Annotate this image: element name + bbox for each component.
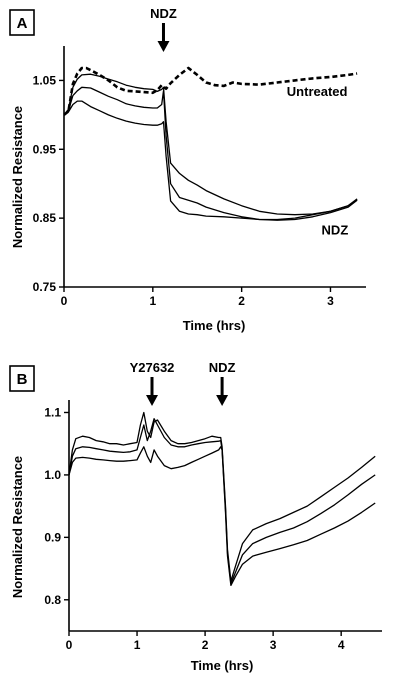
panel-a-x-tick-label: 1 — [149, 294, 156, 308]
panel-a-series-4 — [63, 100, 358, 221]
panel-b: B Normalized Resistance Time (hrs) 0 1 2 3 4… — [9, 360, 382, 673]
panel-a-y-tick-label: 0.95 — [33, 142, 57, 156]
panel-b-series-1 — [68, 411, 376, 582]
panel-a-x-tick-label: 3 — [327, 294, 334, 308]
panel-b-y-tick-label: 1.0 — [44, 468, 61, 482]
panel-a: A Normalized Resistance Time (hrs) 0 1 2 30… — [9, 6, 366, 333]
panel-b-y-axis-title: Normalized Resistance — [10, 456, 25, 598]
panel-b-y-tick-label: 0.8 — [44, 593, 61, 607]
panel-a-label: A — [17, 15, 28, 32]
panel-b-y-tick-label: 0.9 — [44, 530, 61, 544]
panel-a-x-axis-title: Time (hrs) — [183, 318, 246, 333]
panel-b-arrow-label: Y27632 — [130, 360, 175, 375]
panel-a-arrow-head — [157, 41, 170, 52]
panel-a-y-tick-label: 0.85 — [33, 211, 57, 225]
panel-b-axes: 0 1 2 3 4 0.8 0.9 1.0 1.1 — [44, 400, 382, 652]
panel-b-arrow-label: NDZ — [209, 360, 236, 375]
panel-a-label-box — [9, 9, 35, 36]
panel-b-x-tick-label: 0 — [66, 638, 73, 652]
panel-b-x-axis-title: Time (hrs) — [191, 658, 254, 673]
panel-b-arrow-head — [216, 395, 229, 406]
panel-b-x-tick-label: 2 — [202, 638, 209, 652]
panel-b-plot-area — [68, 411, 376, 587]
panel-b-series-3 — [68, 446, 376, 587]
panel-a-series-1 — [63, 66, 358, 116]
panel-a-axes: 0 1 2 3 0.75 0.85 0.95 1.05 — [33, 46, 366, 308]
panel-b-annotations: Y27632 NDZ — [130, 360, 236, 406]
panel-b-x-tick-label: 4 — [338, 638, 345, 652]
panel-b-series-2 — [68, 418, 376, 585]
panel-a-series-3 — [63, 86, 358, 221]
panel-a-plot-area — [63, 66, 358, 221]
panel-b-label-box — [9, 365, 35, 392]
panel-a-series-label: Untreated — [287, 84, 348, 99]
panel-b-arrow-head — [146, 395, 159, 406]
panel-b-x-tick-label: 3 — [270, 638, 277, 652]
panel-a-x-tick-label: 2 — [238, 294, 245, 308]
panel-a-series-2 — [63, 73, 358, 216]
panel-a-annotations: NDZ Untreated NDZ — [150, 6, 348, 238]
panel-b-label: B — [17, 371, 28, 388]
panel-a-y-axis-title: Normalized Resistance — [10, 106, 25, 248]
panel-a-arrow-label: NDZ — [150, 6, 177, 21]
panel-a-x-tick-label: 0 — [61, 294, 68, 308]
panel-a-series-label: NDZ — [322, 223, 349, 238]
panel-b-y-tick-label: 1.1 — [44, 405, 61, 419]
panel-b-x-tick-label: 1 — [134, 638, 141, 652]
panel-a-y-tick-label: 1.05 — [33, 73, 57, 87]
panel-a-y-tick-label: 0.75 — [33, 280, 57, 294]
